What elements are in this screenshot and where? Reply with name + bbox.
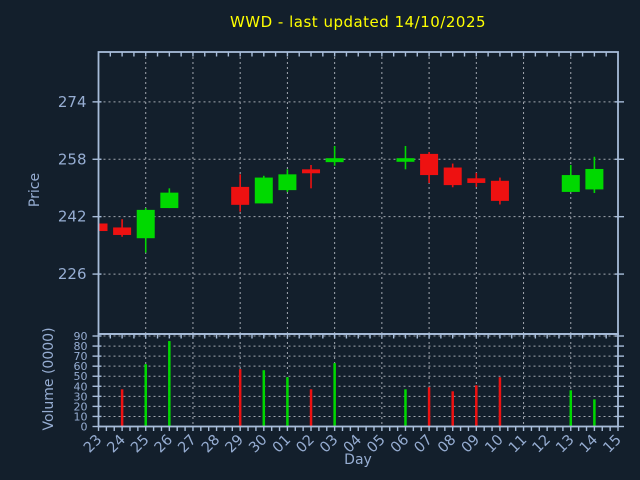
candle-body	[160, 192, 179, 209]
candle-day-26	[160, 188, 179, 209]
volume-bar-day-07	[427, 387, 431, 426]
candle-body	[561, 175, 580, 192]
volume-bar-day-25	[144, 364, 147, 426]
candle-day-24	[113, 219, 132, 237]
candle-body	[302, 169, 321, 174]
price-axis-label: Price	[27, 172, 43, 208]
candle-day-02	[302, 165, 321, 189]
series-layer	[98, 146, 604, 426]
candle-day-07	[420, 152, 439, 183]
price-tick-label: 258	[58, 150, 87, 168]
candle-day-29	[231, 174, 250, 212]
candle-body	[396, 158, 415, 162]
candle-day-08	[443, 163, 462, 188]
candle-body	[443, 167, 462, 186]
volume-tick-label: 50	[74, 370, 88, 383]
volume-bar-day-09	[475, 385, 478, 426]
volume-bar-day-14	[593, 399, 596, 426]
candle-day-01	[278, 169, 297, 192]
chart-title: WWD - last updated 14/10/2025	[229, 13, 487, 31]
candle-body	[231, 186, 250, 205]
volume-bar-day-29	[238, 369, 242, 426]
candle-body	[136, 209, 155, 239]
candle-day-10	[490, 177, 509, 205]
volume-tick-label: 80	[74, 340, 88, 353]
candle-body	[278, 174, 297, 191]
volume-tick-label: 0	[81, 421, 88, 434]
candle-day-23	[98, 223, 108, 232]
candle-day-14	[585, 156, 604, 193]
candle-body	[585, 168, 604, 190]
price-tick-label: 226	[58, 265, 87, 283]
candle-body	[254, 177, 273, 204]
candle-body	[325, 158, 344, 163]
day-axis-label: Day	[344, 452, 372, 468]
volume-bar-day-01	[286, 377, 289, 426]
volume-bar-day-24	[120, 389, 124, 426]
volume-tick-label: 30	[74, 390, 88, 403]
volume-bar-day-30	[262, 370, 266, 426]
volume-tick-label: 60	[74, 360, 88, 373]
volume-tick-label: 10	[74, 410, 88, 423]
volume-bar-day-13	[569, 390, 573, 426]
price-tick-label: 242	[58, 208, 87, 226]
candle-body	[98, 223, 108, 232]
volume-bar-day-02	[309, 389, 313, 426]
volume-bar-day-26	[168, 341, 171, 426]
volume-tick-label: 20	[74, 400, 88, 413]
volume-bar-day-06	[404, 389, 407, 426]
volume-bar-day-08	[451, 391, 454, 426]
candle-body	[490, 180, 509, 201]
candle-day-06	[396, 146, 415, 170]
candle-day-13	[561, 165, 580, 192]
candle-day-09	[467, 172, 486, 187]
candle-body	[420, 153, 439, 176]
candle-day-30	[254, 175, 273, 204]
candle-body	[113, 227, 132, 235]
gridlines	[98, 52, 618, 427]
volume-bar-day-03	[333, 363, 336, 426]
candle-day-25	[136, 208, 155, 253]
price-tick-label: 274	[58, 93, 87, 111]
volume-axis-label: Volume (0000)	[41, 327, 57, 431]
volume-tick-label: 90	[74, 330, 88, 343]
volume-tick-label: 40	[74, 380, 88, 393]
tick-marks	[92, 52, 624, 431]
volume-bar-day-10	[498, 377, 502, 426]
candle-body	[467, 178, 486, 183]
candle-day-03	[325, 146, 344, 166]
volume-tick-label: 70	[74, 350, 88, 363]
